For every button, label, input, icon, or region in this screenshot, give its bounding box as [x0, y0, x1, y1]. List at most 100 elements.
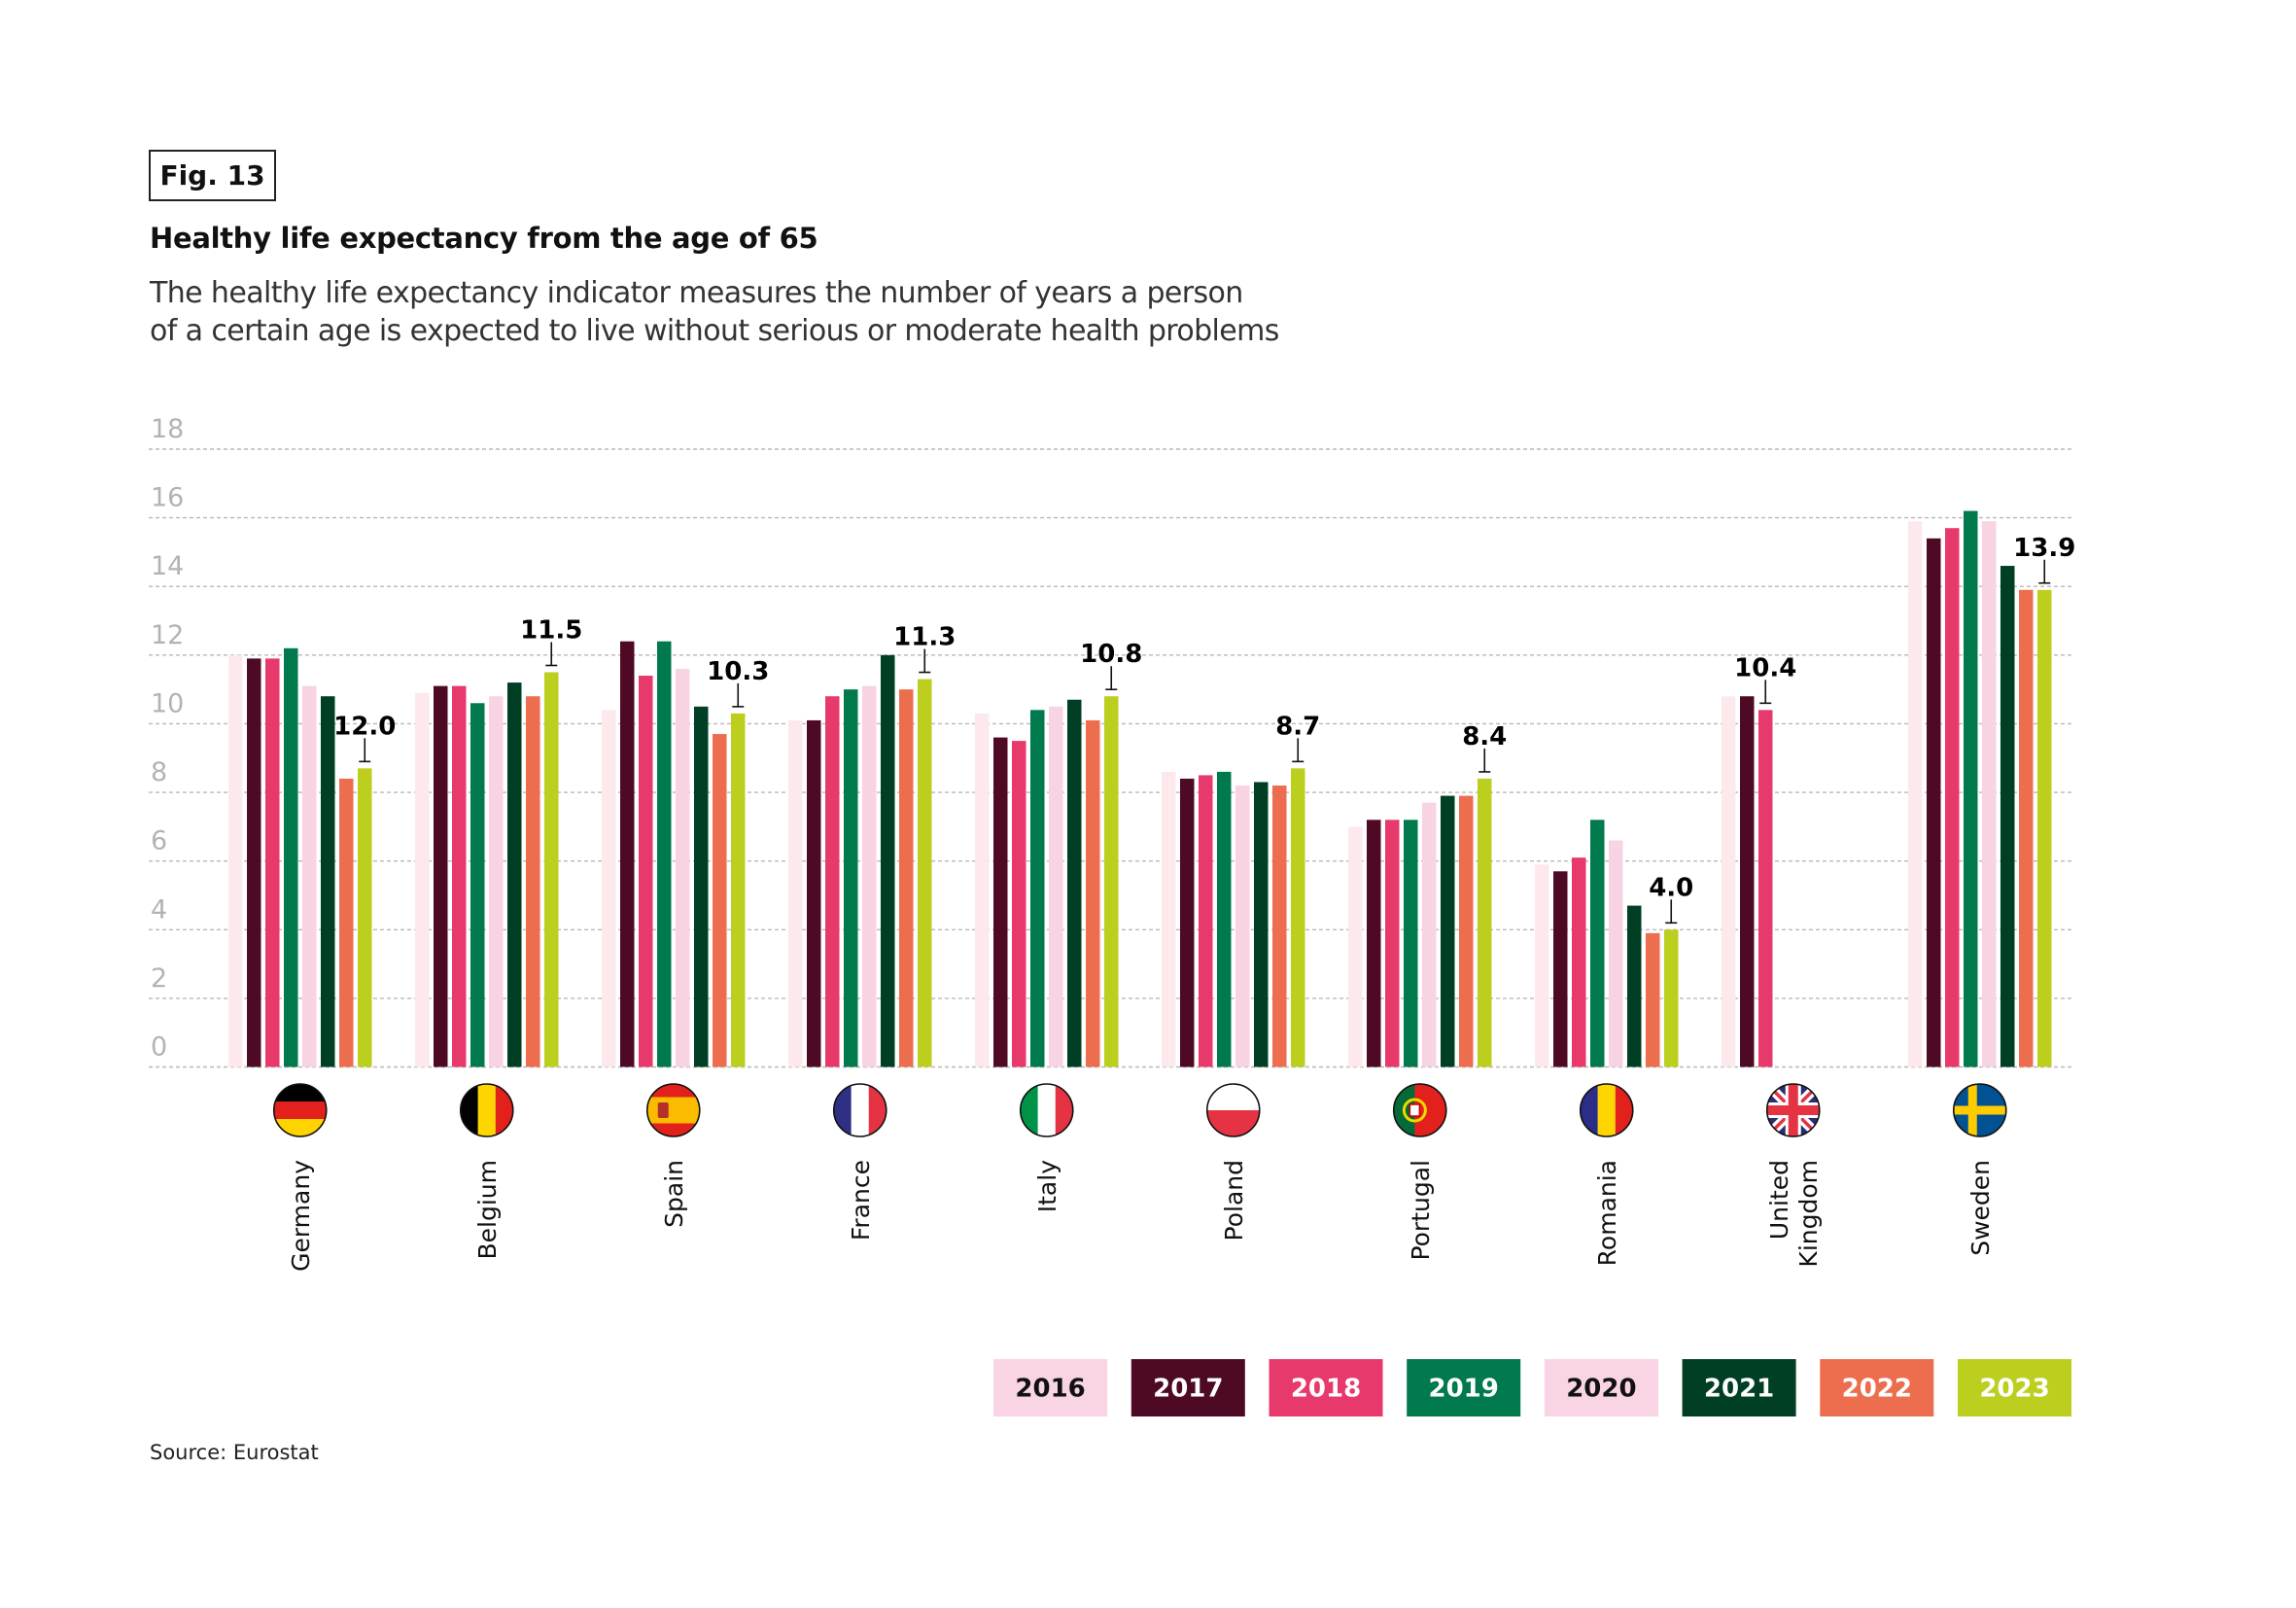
- country-label: Romania: [1593, 1160, 1621, 1266]
- bar: [1162, 771, 1176, 1067]
- x-axis-labels: Germany Belgium Spain France Italy Poland Port…: [287, 1160, 1995, 1272]
- bar: [975, 713, 990, 1067]
- country-label: Spain: [660, 1160, 688, 1228]
- legend-swatch: [1820, 1359, 1934, 1416]
- bar: [1646, 932, 1660, 1067]
- bar: [899, 689, 914, 1067]
- bar: [1441, 795, 1455, 1067]
- flag-cross: [1953, 1105, 2006, 1115]
- country-label: Sweden: [1966, 1160, 1995, 1256]
- bar-group: [788, 654, 932, 1067]
- bar: [265, 658, 280, 1067]
- value-annotation: 8.4: [1462, 722, 1507, 773]
- figure-number-badge: Fig. 13: [149, 150, 276, 201]
- value-annotation: 10.4: [1734, 653, 1796, 705]
- legend-label: 2022: [1842, 1375, 1912, 1404]
- bar-group: [602, 641, 746, 1067]
- bar: [844, 689, 858, 1067]
- legend: 2016 2017 2018 2019 2020 2021 2022 2023: [993, 1359, 2071, 1416]
- bar: [788, 719, 803, 1067]
- bar: [2000, 566, 2015, 1067]
- bar: [2037, 589, 2052, 1067]
- annotation-label: 10.4: [1734, 653, 1796, 682]
- bar: [339, 778, 354, 1067]
- legend-label: 2020: [1566, 1375, 1636, 1404]
- chart-subtitle-line: of a certain age is expected to live wit…: [150, 314, 1279, 348]
- flag-outline: [1019, 1083, 1074, 1137]
- bar: [1385, 820, 1400, 1067]
- bar: [1012, 741, 1026, 1067]
- sweden-flag-icon: [1953, 1084, 2006, 1136]
- bar-group: [415, 672, 559, 1067]
- bar: [639, 676, 653, 1067]
- legend-item: 2023: [1958, 1359, 2071, 1416]
- value-annotation: 11.5: [520, 615, 582, 667]
- belgium-flag-icon: [460, 1084, 513, 1136]
- flag-outline: [1205, 1083, 1261, 1137]
- bar: [358, 768, 372, 1067]
- flag-stripe: [868, 1084, 887, 1136]
- bar: [620, 641, 635, 1067]
- legend-item: 2022: [1820, 1359, 1934, 1416]
- flag-emblem: [657, 1102, 669, 1118]
- flag-stripe: [1055, 1084, 1073, 1136]
- bar: [1404, 820, 1418, 1067]
- source-note: Source: Eurostat: [150, 1441, 319, 1464]
- legend-item: 2020: [1544, 1359, 1658, 1416]
- y-tick-label: 4: [151, 894, 167, 925]
- legend-label: 2018: [1291, 1375, 1361, 1404]
- annotation-label: 8.7: [1275, 712, 1320, 741]
- flag-stripe: [646, 1097, 700, 1124]
- bar: [1030, 710, 1045, 1067]
- value-annotations: 12.0 11.5 10.3 11.3 10.8 8.7 8.4 4.0 10.4 13.9: [333, 534, 2075, 925]
- y-tick-label: 18: [151, 414, 184, 444]
- flag-outline: [459, 1083, 514, 1137]
- bar: [1348, 826, 1363, 1067]
- bar: [1254, 782, 1269, 1067]
- bar-group: [1722, 696, 1773, 1067]
- country-label: Poland: [1220, 1160, 1248, 1241]
- bar: [676, 668, 690, 1067]
- bar: [862, 685, 877, 1067]
- bar: [881, 654, 895, 1067]
- bar: [1422, 802, 1437, 1067]
- country-flags: [272, 1083, 2007, 1137]
- bar: [1982, 521, 1997, 1067]
- annotation-label: 10.3: [707, 657, 769, 686]
- annotation-label: 13.9: [2013, 534, 2075, 563]
- flag-stripe: [1615, 1084, 1633, 1136]
- flag-emblem: [1402, 1098, 1427, 1123]
- legend-label: 2016: [1015, 1375, 1085, 1404]
- italy-flag-icon: [1020, 1084, 1073, 1136]
- chart-subtitle: The healthy life expectancy indicator me…: [150, 274, 1279, 350]
- bar: [918, 679, 932, 1067]
- bar-group: [1535, 820, 1679, 1067]
- bar: [1945, 528, 1960, 1067]
- flag-stripe: [851, 1084, 869, 1136]
- flag-stripe: [1206, 1084, 1260, 1110]
- bar: [507, 682, 522, 1067]
- bar: [1664, 929, 1679, 1067]
- bar: [1217, 771, 1232, 1067]
- country-label: France: [847, 1160, 875, 1241]
- flag-outline: [1579, 1083, 1634, 1137]
- flag-outline: [1392, 1083, 1447, 1137]
- uk-flag-icon: [1766, 1084, 1820, 1136]
- bar: [807, 719, 821, 1067]
- bar-group: [975, 696, 1119, 1067]
- bar: [1758, 710, 1773, 1067]
- annotation-label: 12.0: [333, 712, 396, 741]
- y-tick-label: 8: [151, 757, 167, 787]
- bar: [1367, 820, 1381, 1067]
- value-annotation: 12.0: [333, 712, 396, 763]
- y-tick-label: 0: [151, 1032, 167, 1063]
- bar: [713, 734, 727, 1067]
- spain-flag-icon: [646, 1084, 700, 1136]
- flag-stripe: [833, 1084, 852, 1136]
- bar: [470, 703, 485, 1067]
- bar: [1086, 719, 1100, 1067]
- bar: [657, 641, 672, 1067]
- flag-stripe: [273, 1119, 327, 1136]
- bar: [284, 647, 298, 1067]
- bar: [228, 654, 243, 1067]
